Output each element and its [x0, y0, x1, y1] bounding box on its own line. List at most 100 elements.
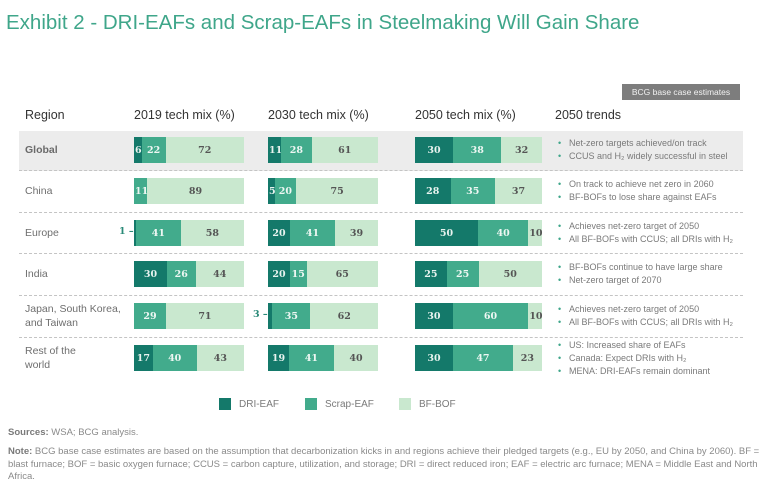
bar-2030: 5 20 75	[268, 178, 378, 204]
data-label: 71	[198, 310, 212, 322]
trend-item: BF-BOFs to lose share against EAFs	[557, 191, 717, 204]
data-label: 39	[349, 227, 364, 239]
header-2019: 2019 tech mix (%)	[134, 108, 235, 122]
bar-2050: 30 47 23	[415, 345, 542, 371]
data-label: 26	[174, 268, 188, 280]
bar-segment-dri-eaf	[134, 220, 137, 246]
note-label: Note:	[8, 446, 33, 457]
bar-2050: 50 40 10	[415, 220, 543, 246]
footnote: Note: BCG base case estimates are based …	[8, 446, 764, 484]
bar-segment-bf-bof: 32	[501, 137, 542, 163]
bar-segment-dri-eaf: 20	[268, 261, 290, 287]
data-label: 22	[146, 144, 161, 156]
bar-segment-scrap-eaf: 28	[281, 137, 312, 163]
bar-segment-dri-eaf: 30	[415, 345, 454, 371]
data-label: 5	[269, 185, 276, 197]
sources-note: Sources: WSA; BCG analysis.	[8, 427, 138, 440]
data-label: 72	[198, 144, 212, 156]
data-label: 40	[496, 227, 510, 239]
data-label-external: 3 –	[253, 309, 268, 320]
trend-item: CCUS and H₂ widely successful in steel	[557, 150, 728, 163]
data-label: 20	[278, 185, 293, 197]
bar-segment-dri-eaf: 5	[268, 178, 276, 204]
bar-2030: 11 28 61	[268, 137, 378, 163]
data-label: 30	[427, 144, 441, 156]
bar-segment-bf-bof: 23	[512, 345, 542, 371]
legend-label-bf-bof: BF-BOF	[419, 398, 456, 410]
bar-segment-scrap-eaf: 41	[290, 220, 336, 246]
header-2050: 2050 tech mix (%)	[415, 108, 516, 122]
trend-item: On track to achieve net zero in 2060	[557, 178, 717, 191]
bar-2030: 35 62	[268, 303, 378, 329]
trend-item: All BF-BOFs with CCUS; all DRIs with H₂	[557, 233, 733, 246]
sources-label: Sources:	[8, 427, 49, 438]
estimates-badge: BCG base case estimates	[622, 84, 740, 100]
data-label: 41	[304, 352, 319, 364]
bar-2050: 25 25 50	[415, 261, 542, 287]
bar-segment-scrap-eaf: 25	[446, 261, 479, 287]
header-region: Region	[25, 108, 65, 122]
data-label: 40	[168, 352, 182, 364]
header-2030: 2030 tech mix (%)	[268, 108, 369, 122]
bar-segment-bf-bof: 75	[296, 178, 378, 204]
bar-segment-dri-eaf: 50	[415, 220, 478, 246]
region-label-line: Japan, South Korea,	[25, 303, 121, 315]
data-label: 60	[483, 310, 498, 322]
bar-segment-bf-bof: 71	[165, 303, 244, 329]
legend-swatch-scrap-eaf	[305, 398, 317, 410]
data-label: 89	[188, 185, 203, 197]
data-label: 25	[456, 268, 470, 280]
bar-segment-scrap-eaf: 41	[136, 220, 181, 246]
data-label: 40	[349, 352, 363, 364]
bar-2050: 30 38 32	[415, 137, 542, 163]
data-label: 6	[135, 144, 142, 156]
row-divider	[19, 253, 743, 254]
data-label: 32	[515, 144, 529, 156]
bar-segment-scrap-eaf: 41	[288, 345, 334, 371]
sources-text: WSA; BCG analysis.	[48, 427, 139, 438]
data-label: 28	[426, 185, 440, 197]
bar-2019: 17 40 43	[134, 345, 244, 371]
data-label: 19	[271, 352, 286, 364]
region-label: Rest of the world	[25, 344, 76, 372]
legend-label-scrap-eaf: Scrap-EAF	[325, 398, 374, 410]
bar-segment-dri-eaf: 20	[268, 220, 290, 246]
data-label: 65	[335, 268, 349, 280]
data-label: 29	[143, 310, 157, 322]
data-label: 50	[439, 227, 454, 239]
bar-segment-dri-eaf: 30	[415, 137, 454, 163]
data-label: 62	[337, 310, 351, 322]
header-trends: 2050 trends	[555, 108, 622, 122]
region-label: Europe	[25, 226, 59, 240]
legend-swatch-bf-bof	[399, 398, 411, 410]
bar-2050: 28 35 37	[415, 178, 542, 204]
trend-item: Net-zero target of 2070	[557, 274, 723, 287]
trends-list: On track to achieve net zero in 2060BF-B…	[557, 178, 717, 204]
bar-segment-scrap-eaf: 40	[477, 220, 529, 246]
data-label: 37	[511, 185, 526, 197]
bar-segment-scrap-eaf: 35	[450, 178, 495, 204]
data-label: 35	[466, 185, 480, 197]
bar-segment-bf-bof: 58	[180, 220, 244, 246]
exhibit-title: Exhibit 2 - DRI-EAFs and Scrap-EAFs in S…	[6, 11, 640, 34]
bar-segment-scrap-eaf: 22	[141, 137, 166, 163]
bar-segment-bf-bof: 50	[478, 261, 542, 287]
bar-segment-scrap-eaf: 20	[274, 178, 297, 204]
legend-dri-eaf: DRI-EAF	[219, 398, 279, 410]
bar-segment-bf-bof: 65	[306, 261, 378, 287]
row-divider	[19, 212, 743, 213]
bar-segment-dri-eaf: 19	[268, 345, 289, 371]
data-label: 44	[213, 268, 227, 280]
data-label: 10	[529, 227, 543, 239]
bar-segment-scrap-eaf: 38	[453, 137, 502, 163]
data-label: 11	[135, 185, 149, 197]
legend-bf-bof: BF-BOF	[399, 398, 456, 410]
legend-scrap-eaf: Scrap-EAF	[305, 398, 374, 410]
trend-item: BF-BOFs continue to have large share	[557, 261, 723, 274]
bar-segment-dri-eaf: 6	[134, 137, 142, 163]
region-label: India	[25, 267, 48, 281]
bar-segment-scrap-eaf: 15	[290, 261, 307, 287]
bar-2019: 29 71	[134, 303, 244, 329]
bar-2030: 19 41 40	[268, 345, 378, 371]
bar-segment-dri-eaf: 17	[134, 345, 153, 371]
